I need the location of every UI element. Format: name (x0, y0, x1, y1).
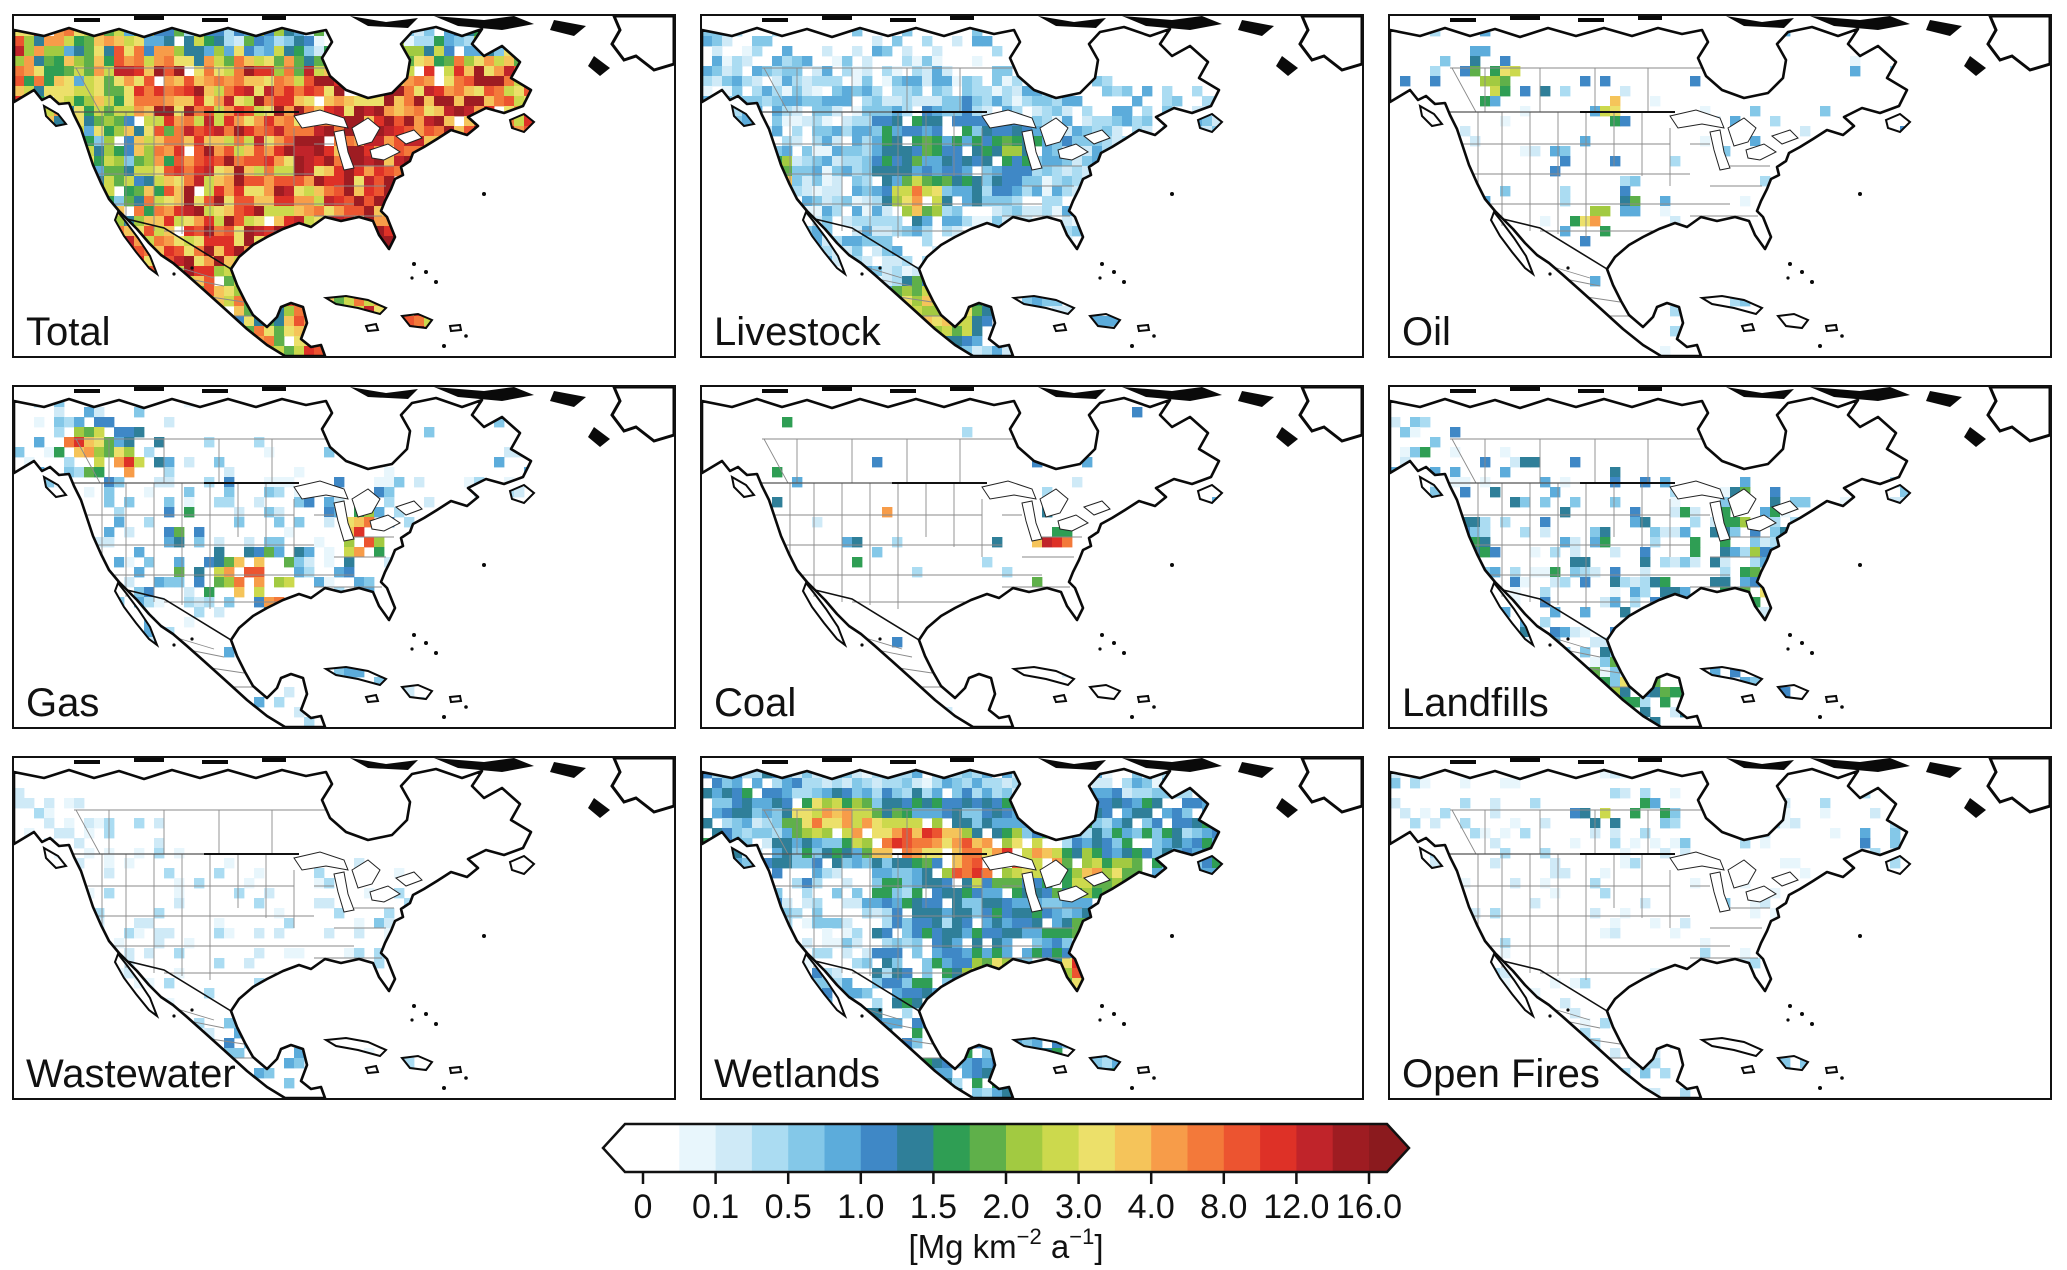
colorbar-segment (715, 1124, 753, 1172)
colorbar-tick-label: 2.0 (982, 1188, 1029, 1226)
colorbar-segment (1332, 1124, 1370, 1172)
colorbar-tick-label: 1.5 (910, 1188, 957, 1226)
panel-label-coal: Coal (714, 681, 797, 725)
colorbar-outline (601, 1122, 1411, 1174)
map-coal (702, 387, 1362, 727)
panel-coal: Coal (700, 385, 1364, 729)
unit-suffix: ] (1094, 1228, 1104, 1265)
panel-wastewater: Wastewater (12, 756, 676, 1100)
colorbar-segment (1042, 1124, 1080, 1172)
panel-total: Total (12, 14, 676, 358)
colorbar-segment (1296, 1124, 1334, 1172)
unit-exponent-a: −1 (1069, 1224, 1095, 1249)
map-landfills (1390, 387, 2050, 727)
panel-livestock: Livestock (700, 14, 1364, 358)
panel-gas: Gas (12, 385, 676, 729)
colorbar-right-arrow (1387, 1124, 1409, 1172)
panel-oil: Oil (1388, 14, 2052, 358)
colorbar-tick-label: 4.0 (1128, 1188, 1175, 1226)
map-gas (14, 387, 674, 727)
map-openfires (1390, 758, 2050, 1098)
state-borders-layer (69, 810, 404, 1058)
panel-wetlands: Wetlands (700, 756, 1364, 1100)
colorbar-tick-label: 16.0 (1336, 1188, 1402, 1226)
colorbar-segment (860, 1124, 898, 1172)
colorbar-segment (897, 1124, 934, 1172)
colorbar-segment (679, 1124, 717, 1172)
colorbar-segment (1260, 1124, 1297, 1172)
colorbar-tick-label: 0.1 (692, 1188, 739, 1226)
colorbar: 0 0.1 0.5 1.0 1.5 2.0 3.0 4.0 8.0 12.0 16.0 [Mg km… (585, 1118, 1427, 1268)
panel-label-wetlands: Wetlands (714, 1052, 881, 1096)
colorbar-overflow (1369, 1124, 1387, 1172)
panel-label-openfires: Open Fires (1402, 1052, 1600, 1096)
panel-openfires: Open Fires (1388, 756, 2052, 1100)
colorbar-segment (1114, 1124, 1152, 1172)
state-borders-layer (757, 439, 1092, 687)
colorbar-segment (969, 1124, 1007, 1172)
map-wetlands (702, 758, 1362, 1098)
colorbar-segment (1223, 1124, 1261, 1172)
colorbar-segment (824, 1124, 862, 1172)
unit-prefix: [Mg km (908, 1228, 1017, 1265)
panel-label-total: Total (26, 310, 111, 354)
unit-exponent-km: −2 (1016, 1224, 1042, 1249)
unit-mid: a (1041, 1228, 1070, 1265)
map-livestock (702, 16, 1362, 356)
colorbar-segment (751, 1124, 789, 1172)
map-wastewater (14, 758, 674, 1098)
panel-label-landfills: Landfills (1402, 681, 1549, 725)
colorbar-segment (788, 1124, 825, 1172)
panel-label-gas: Gas (26, 681, 100, 725)
colorbar-tick-label: 12.0 (1263, 1188, 1329, 1226)
colorbar-tick-label: 8.0 (1200, 1188, 1247, 1226)
colorbar-unit-label: [Mg km−2 a−1] (585, 1224, 1427, 1266)
colorbar-segment (1078, 1124, 1116, 1172)
colorbar-segment (1006, 1124, 1043, 1172)
panel-landfills: Landfills (1388, 385, 2052, 729)
colorbar-tick-label: 0.5 (765, 1188, 812, 1226)
colorbar-segment (933, 1124, 971, 1172)
colorbar-tick-label: 1.0 (837, 1188, 884, 1226)
colorbar-tick-label: 0 (634, 1188, 653, 1226)
map-oil (1390, 16, 2050, 356)
panel-label-oil: Oil (1402, 310, 1451, 354)
colorbar-scale: 0 0.1 0.5 1.0 1.5 2.0 3.0 4.0 8.0 12.0 16.0 (601, 1122, 1411, 1226)
colorbar-segment (1151, 1124, 1188, 1172)
colorbar-tick-label: 3.0 (1055, 1188, 1102, 1226)
panel-label-wastewater: Wastewater (26, 1052, 236, 1096)
colorbar-segment (1187, 1124, 1225, 1172)
map-total (14, 16, 674, 356)
panel-label-livestock: Livestock (714, 310, 881, 354)
